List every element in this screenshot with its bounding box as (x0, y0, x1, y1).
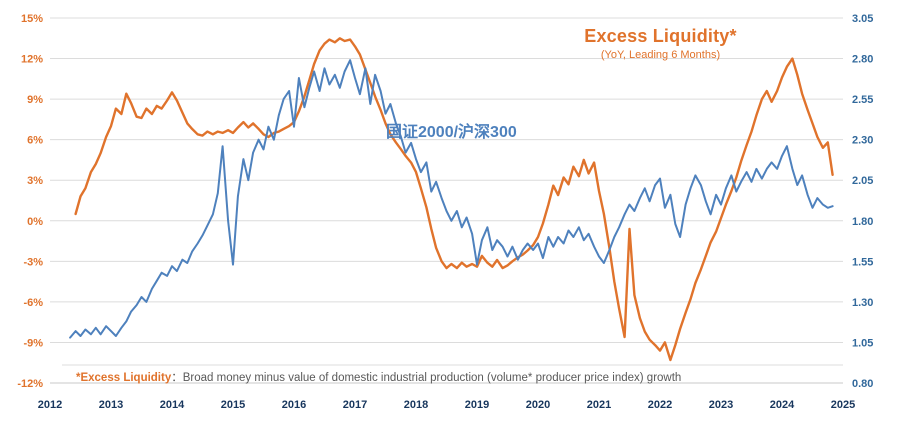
x-tick-label: 2012 (38, 399, 62, 411)
x-tick-label: 2016 (282, 399, 306, 411)
y-right-tick-label: 2.05 (852, 175, 873, 187)
ratio-line (69, 59, 834, 339)
y-left-tick-label: 3% (27, 175, 43, 187)
y-left-tick-label: 0% (27, 216, 43, 228)
y-left-tick-label: -9% (23, 337, 43, 349)
y-left-tick-label: -6% (23, 297, 43, 309)
y-left-tick-label: 9% (27, 94, 43, 106)
x-tick-label: 2025 (831, 399, 855, 411)
y-right-tick-label: 2.30 (852, 135, 873, 147)
y-right-tick-label: 1.55 (852, 256, 873, 268)
excess-liquidity-line (74, 37, 834, 362)
x-tick-label: 2020 (526, 399, 550, 411)
y-right-tick-label: 0.80 (852, 378, 873, 390)
x-tick-label: 2022 (648, 399, 672, 411)
x-tick-label: 2021 (587, 399, 611, 411)
y-left-tick-label: -12% (17, 378, 43, 390)
y-right-tick-label: 2.55 (852, 94, 873, 106)
x-tick-label: 2017 (343, 399, 367, 411)
y-right-tick-label: 1.05 (852, 337, 873, 349)
x-tick-label: 2024 (770, 399, 795, 411)
y-left-tick-label: 12% (21, 54, 43, 66)
x-tick-label: 2023 (709, 399, 733, 411)
y-right-tick-label: 1.30 (852, 297, 873, 309)
y-right-tick-label: 2.80 (852, 54, 873, 66)
x-tick-label: 2013 (99, 399, 123, 411)
y-left-tick-label: 15% (21, 13, 43, 25)
x-tick-label: 2014 (160, 399, 185, 411)
y-right-tick-label: 3.05 (852, 13, 873, 25)
y-right-tick-label: 1.80 (852, 216, 873, 228)
y-left-tick-label: 6% (27, 135, 43, 147)
y-left-tick-label: -3% (23, 256, 43, 268)
x-tick-label: 2018 (404, 399, 428, 411)
x-tick-label: 2015 (221, 399, 245, 411)
x-tick-label: 2019 (465, 399, 489, 411)
